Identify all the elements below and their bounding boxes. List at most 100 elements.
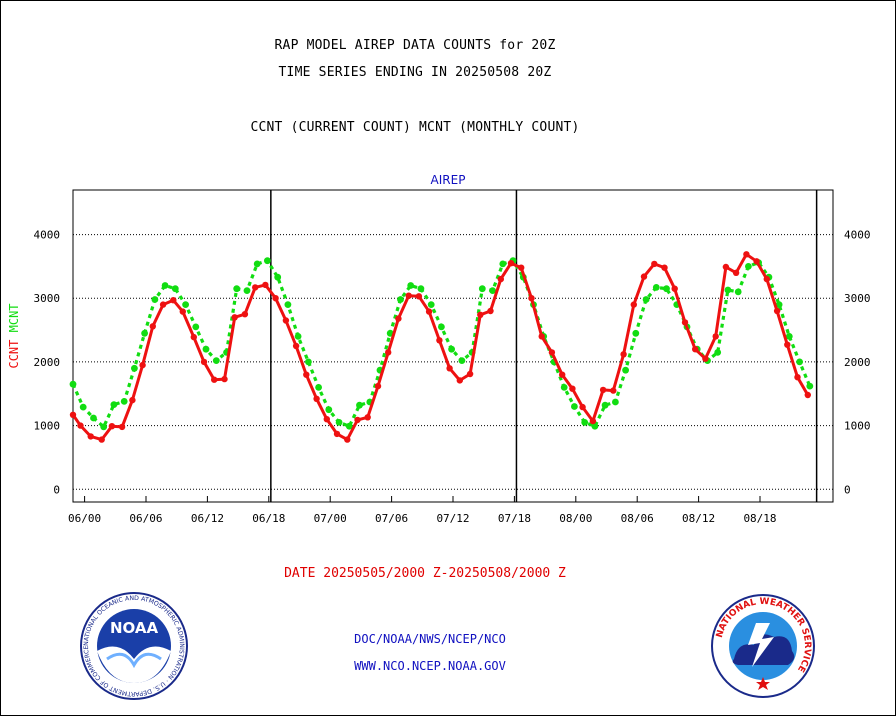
y-tick-label-left: 1000: [34, 420, 61, 433]
chart-subtitle: CCNT (CURRENT COUNT) MCNT (MONTHLY COUNT…: [250, 120, 580, 135]
y-tick-label-right: 0: [844, 483, 851, 496]
data-point-ccnt: [579, 403, 586, 411]
data-point-ccnt: [323, 416, 330, 423]
data-point-ccnt: [548, 349, 556, 356]
x-tick-label: 08/06: [621, 512, 654, 525]
noaa-logo: NATIONAL OCEANIC AND ATMOSPHERIC ADMINIS…: [80, 592, 188, 700]
x-tick-label: 07/06: [375, 512, 408, 525]
data-point-ccnt: [364, 414, 371, 421]
data-point-ccnt: [538, 333, 545, 340]
data-point-mcnt: [652, 284, 660, 291]
data-point-mcnt: [110, 401, 118, 408]
data-point-mcnt: [212, 357, 220, 364]
y-tick-label-right: 2000: [844, 356, 871, 369]
x-tick-label: 08/12: [682, 512, 715, 525]
data-point-mcnt: [274, 273, 282, 281]
data-point-ccnt: [272, 295, 279, 302]
x-tick-label: 07/18: [498, 512, 531, 525]
data-point-ccnt: [599, 386, 607, 394]
data-point-mcnt: [622, 366, 629, 374]
data-point-mcnt: [407, 282, 415, 289]
data-point-mcnt: [560, 384, 568, 391]
data-point-mcnt: [356, 401, 363, 409]
data-point-mcnt: [182, 301, 190, 308]
data-point-ccnt: [794, 374, 801, 381]
data-point-ccnt: [69, 411, 77, 418]
data-point-mcnt: [785, 333, 793, 340]
data-point-mcnt: [120, 398, 128, 405]
data-point-ccnt: [456, 377, 463, 384]
data-point-ccnt: [620, 351, 627, 358]
date-range-label: DATE 20250505/2000 Z-20250508/2000 Z: [284, 566, 566, 581]
data-point-ccnt: [118, 423, 126, 431]
data-point-ccnt: [129, 396, 136, 404]
data-point-ccnt: [333, 430, 341, 438]
data-point-ccnt: [497, 275, 504, 283]
data-point-mcnt: [632, 329, 640, 337]
data-point-ccnt: [292, 342, 300, 350]
data-point-mcnt: [734, 288, 742, 296]
data-point-mcnt: [315, 384, 322, 391]
data-point-ccnt: [528, 295, 535, 302]
data-point-mcnt: [642, 296, 650, 303]
data-point-mcnt: [427, 301, 435, 308]
data-point-ccnt: [640, 273, 648, 280]
data-point-ccnt: [221, 375, 228, 383]
chart-title-line-1: RAP MODEL AIREP DATA COUNTS for 20Z: [274, 38, 556, 53]
data-point-mcnt: [448, 345, 455, 353]
data-point-mcnt: [458, 357, 466, 364]
data-point-ccnt: [753, 258, 760, 265]
data-point-ccnt: [313, 395, 320, 402]
data-point-mcnt: [478, 285, 486, 293]
data-point-ccnt: [630, 301, 637, 308]
noaa-logo-text: NOAA: [110, 619, 159, 637]
data-point-ccnt: [804, 391, 811, 399]
plot-title: AIREP: [431, 173, 466, 187]
data-point-ccnt: [425, 308, 433, 315]
data-point-ccnt: [108, 423, 116, 430]
data-point-mcnt: [305, 358, 312, 366]
data-point-ccnt: [211, 376, 218, 383]
data-point-ccnt: [149, 323, 156, 330]
data-point-ccnt: [518, 264, 525, 271]
data-point-ccnt: [763, 275, 770, 283]
data-point-mcnt: [171, 285, 179, 293]
data-point-ccnt: [252, 284, 259, 291]
data-point-ccnt: [139, 361, 146, 369]
data-point-mcnt: [100, 423, 108, 431]
data-point-ccnt: [692, 346, 699, 353]
data-point-mcnt: [581, 419, 589, 426]
data-point-ccnt: [98, 436, 105, 443]
org-path-link[interactable]: DOC/NOAA/NWS/NCEP/NCO: [354, 632, 506, 646]
data-point-ccnt: [190, 333, 197, 341]
data-point-mcnt: [202, 345, 210, 353]
data-point-ccnt: [610, 387, 617, 394]
data-point-mcnt: [438, 323, 445, 331]
data-point-ccnt: [743, 251, 750, 258]
chart-title-line-2: TIME SERIES ENDING IN 20250508 20Z: [278, 65, 552, 80]
data-point-mcnt: [141, 329, 149, 337]
data-point-ccnt: [303, 371, 310, 378]
data-point-mcnt: [253, 260, 261, 268]
data-point-ccnt: [241, 311, 249, 318]
x-tick-label: 07/00: [314, 512, 347, 525]
data-point-ccnt: [395, 315, 402, 322]
y-tick-label-left: 2000: [34, 356, 61, 369]
y-axis-label: CCNT MCNT: [7, 303, 21, 368]
x-tick-label: 08/00: [559, 512, 592, 525]
y-tick-label-right: 3000: [844, 292, 871, 305]
data-point-mcnt: [591, 422, 599, 430]
data-point-ccnt: [651, 260, 658, 268]
y-tick-label-left: 4000: [34, 229, 61, 242]
data-point-mcnt: [745, 263, 752, 270]
x-tick-label: 06/06: [129, 512, 162, 525]
data-point-ccnt: [569, 385, 576, 392]
data-point-mcnt: [796, 358, 803, 366]
plot-area: [72, 189, 834, 503]
x-tick-label: 06/18: [252, 512, 285, 525]
data-point-mcnt: [499, 260, 507, 268]
website-link[interactable]: WWW.NCO.NCEP.NOAA.GOV: [354, 659, 506, 673]
data-point-ccnt: [354, 416, 361, 424]
data-point-ccnt: [466, 370, 474, 378]
